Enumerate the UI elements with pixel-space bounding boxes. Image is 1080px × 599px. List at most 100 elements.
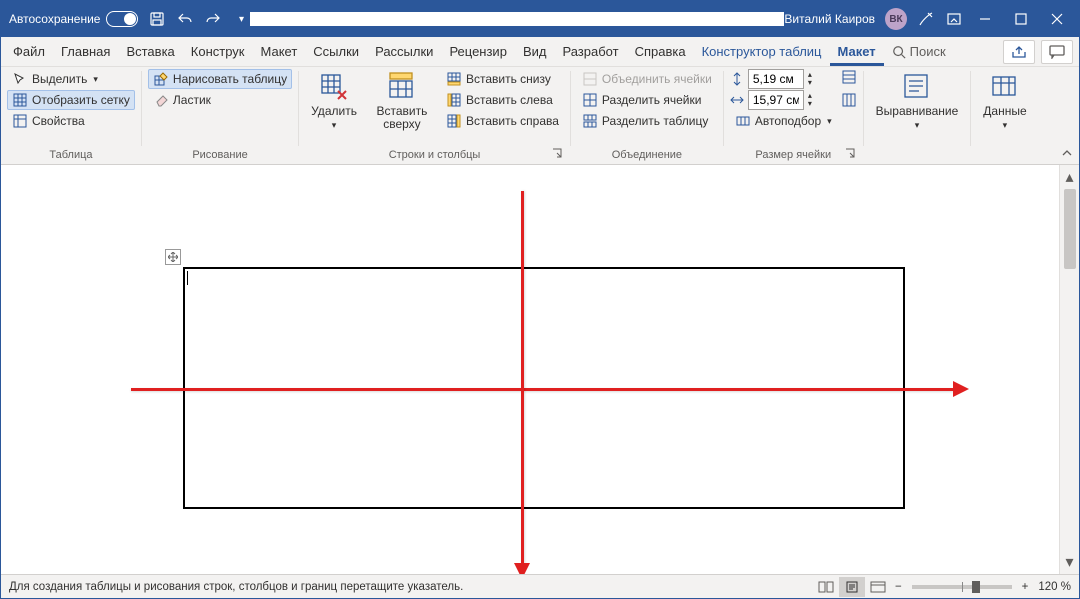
close-button[interactable] <box>1035 1 1079 37</box>
group-data-label <box>977 146 1032 164</box>
ribbon-display-icon[interactable] <box>945 10 963 28</box>
scroll-thumb[interactable] <box>1064 189 1076 269</box>
delete-button[interactable]: Удалить ▾ <box>305 69 363 133</box>
group-table-label: Таблица <box>7 146 135 164</box>
tab-home[interactable]: Главная <box>53 37 118 66</box>
tab-insert[interactable]: Вставка <box>118 37 182 66</box>
merge-cells-button[interactable]: Объединить ячейки <box>577 69 717 89</box>
user-name[interactable]: Виталий Каиров <box>784 12 875 26</box>
annotation-arrow-vertical <box>521 191 524 565</box>
col-width-input[interactable]: ▴▾ <box>730 90 837 110</box>
group-merge-label: Объединение <box>577 146 717 164</box>
drawmode-icon[interactable] <box>917 10 935 28</box>
properties-label: Свойства <box>32 114 85 128</box>
autosave-label: Автосохранение <box>9 12 100 26</box>
autofit-button[interactable]: Автоподбор▾ <box>730 111 837 131</box>
group-draw: Нарисовать таблицу Ластик Рисование <box>142 67 298 164</box>
search-box[interactable]: Поиск <box>884 37 954 66</box>
tab-table-layout[interactable]: Макет <box>830 37 884 66</box>
autosave-toggle[interactable] <box>106 11 138 27</box>
search-placeholder: Поиск <box>910 44 946 59</box>
autofit-icon <box>735 113 751 129</box>
status-hint: Для создания таблицы и рисования строк, … <box>9 581 463 593</box>
chevron-down-icon: ▾ <box>332 120 337 130</box>
document-area: ▴ ▾ <box>1 165 1079 574</box>
dialog-launcher-icon[interactable] <box>552 148 564 160</box>
titlebar-right: Виталий Каиров ВК <box>784 8 963 30</box>
zoom-in-button[interactable]: + <box>1018 581 1033 593</box>
distribute-cols-icon[interactable] <box>841 92 857 114</box>
annotation-arrow-horizontal <box>131 388 955 391</box>
draw-table-button[interactable]: Нарисовать таблицу <box>148 69 292 89</box>
statusbar: Для создания таблицы и рисования строк, … <box>1 574 1079 598</box>
spinner-icon[interactable]: ▴▾ <box>808 71 812 87</box>
insert-below-button[interactable]: Вставить снизу <box>441 69 564 89</box>
alignment-button[interactable]: Выравнивание▾ <box>870 69 965 133</box>
tab-references[interactable]: Ссылки <box>305 37 367 66</box>
insert-right-icon <box>446 113 462 129</box>
split-table-button[interactable]: Разделить таблицу <box>577 111 717 131</box>
split-table-icon <box>582 113 598 129</box>
tab-developer[interactable]: Разработ <box>554 37 626 66</box>
qat-more-icon[interactable]: ▾ <box>232 10 250 28</box>
insert-right-button[interactable]: Вставить справа <box>441 111 564 131</box>
tab-layout[interactable]: Макет <box>253 37 306 66</box>
table-move-handle[interactable] <box>165 249 181 265</box>
tab-table-design[interactable]: Конструктор таблиц <box>694 37 830 66</box>
chevron-down-icon: ▾ <box>1003 120 1008 130</box>
scroll-up-icon[interactable]: ▴ <box>1062 169 1078 185</box>
distribute-rows-icon[interactable] <box>841 69 857 91</box>
data-label: Данные <box>983 104 1026 118</box>
comments-button[interactable] <box>1041 40 1073 64</box>
zoom-slider[interactable] <box>912 585 1012 589</box>
scroll-down-icon[interactable]: ▾ <box>1062 554 1078 570</box>
group-cell-size-label: Размер ячейки <box>730 146 857 164</box>
tab-review[interactable]: Рецензир <box>441 37 515 66</box>
spinner-icon[interactable]: ▴▾ <box>808 92 812 108</box>
col-width-field[interactable] <box>748 90 804 110</box>
tab-file[interactable]: Файл <box>5 37 53 66</box>
arrow-right-head-icon <box>953 381 969 397</box>
group-draw-label: Рисование <box>148 146 292 164</box>
height-icon <box>730 72 744 86</box>
vertical-scrollbar[interactable]: ▴ ▾ <box>1059 165 1079 574</box>
tab-design[interactable]: Конструк <box>183 37 253 66</box>
width-icon <box>730 93 744 107</box>
save-icon[interactable] <box>148 10 166 28</box>
view-gridlines-button[interactable]: Отобразить сетку <box>7 90 135 110</box>
document-title: Lumpics.ru - Как в Ворде сделать таб… <box>360 12 578 26</box>
save-state-label[interactable]: Сохранение… ▾ <box>586 12 675 26</box>
share-button[interactable] <box>1003 40 1035 64</box>
tab-help[interactable]: Справка <box>627 37 694 66</box>
undo-icon[interactable] <box>176 10 194 28</box>
properties-button[interactable]: Свойства <box>7 111 135 131</box>
insert-above-button[interactable]: Вставить сверху <box>369 69 435 133</box>
zoom-out-button[interactable]: − <box>891 581 906 593</box>
row-height-field[interactable] <box>748 69 804 89</box>
canvas[interactable] <box>1 165 1059 574</box>
insert-above-icon <box>386 71 418 103</box>
avatar[interactable]: ВК <box>885 8 907 30</box>
split-cells-button[interactable]: Разделить ячейки <box>577 90 717 110</box>
insert-right-label: Вставить справа <box>466 114 559 128</box>
delete-label: Удалить <box>311 104 357 118</box>
insert-left-button[interactable]: Вставить слева <box>441 90 564 110</box>
row-height-input[interactable]: ▴▾ <box>730 69 837 89</box>
read-mode-icon[interactable] <box>813 577 839 597</box>
select-button[interactable]: Выделить▾ <box>7 69 135 89</box>
chevron-down-icon: ▾ <box>93 74 98 85</box>
split-cells-label: Разделить ячейки <box>602 93 702 107</box>
tab-mailings[interactable]: Рассылки <box>367 37 441 66</box>
dialog-launcher-icon[interactable] <box>845 148 857 160</box>
data-button[interactable]: Данные ▾ <box>977 69 1032 133</box>
print-layout-icon[interactable] <box>839 577 865 597</box>
web-layout-icon[interactable] <box>865 577 891 597</box>
collapse-ribbon-icon[interactable] <box>1061 148 1073 160</box>
insert-above-label: Вставить сверху <box>375 105 429 131</box>
chevron-down-icon: ▾ <box>827 116 832 127</box>
eraser-button[interactable]: Ластик <box>148 90 292 110</box>
redo-icon[interactable] <box>204 10 222 28</box>
tab-view[interactable]: Вид <box>515 37 555 66</box>
cursor-icon <box>12 71 28 87</box>
zoom-level[interactable]: 120 % <box>1038 581 1071 593</box>
